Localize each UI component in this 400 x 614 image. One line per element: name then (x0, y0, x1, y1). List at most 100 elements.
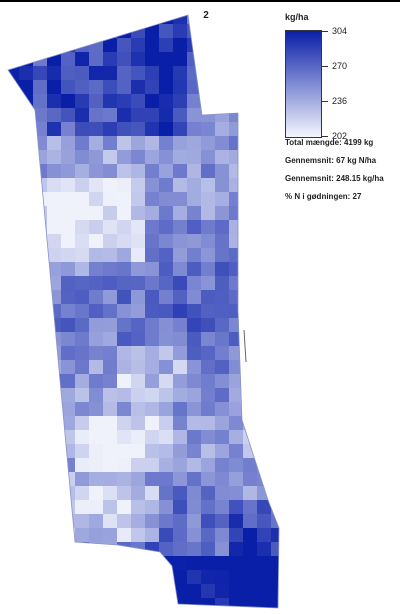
map-cell (187, 80, 202, 95)
map-cell (159, 192, 174, 207)
map-cell (47, 416, 62, 431)
map-cell (243, 388, 258, 403)
map-cell (243, 136, 258, 151)
map-cell (229, 556, 244, 571)
map-cell (215, 570, 230, 585)
map-cell (145, 570, 160, 585)
map-cell (229, 416, 244, 431)
map-cell (75, 150, 90, 165)
map-cell (117, 66, 132, 81)
map-cell (145, 500, 160, 515)
map-cell (19, 276, 34, 291)
map-cell (215, 388, 230, 403)
map-cell (75, 542, 90, 557)
map-cell (145, 52, 160, 67)
map-cell (19, 164, 34, 179)
map-cell (8, 542, 20, 557)
map-cell (271, 304, 279, 319)
map-cell (229, 360, 244, 375)
map-cell (75, 332, 90, 347)
map-cell (215, 276, 230, 291)
map-cell (159, 15, 174, 25)
map-cell (131, 94, 146, 109)
map-cell (47, 24, 62, 39)
map-cell (229, 24, 244, 39)
map-cell (117, 402, 132, 417)
map-cell (271, 598, 279, 608)
map-cell (75, 486, 90, 501)
map-cell (215, 108, 230, 123)
map-cell (257, 584, 272, 599)
map-cell (201, 38, 216, 53)
map-cell (215, 472, 230, 487)
map-cell (75, 584, 90, 599)
map-cell (61, 108, 76, 123)
map-cell (173, 164, 188, 179)
map-cell (75, 248, 90, 263)
map-cell (117, 150, 132, 165)
map-cell (173, 136, 188, 151)
map-cell (215, 52, 230, 67)
map-cell (145, 402, 160, 417)
map-cell (19, 416, 34, 431)
map-cell (159, 444, 174, 459)
map-cell (19, 402, 34, 417)
map-cell (215, 402, 230, 417)
map-cell (33, 94, 48, 109)
map-cell (229, 346, 244, 361)
map-cell (47, 332, 62, 347)
map-cell (33, 486, 48, 501)
map-cell (75, 500, 90, 515)
map-cell (47, 94, 62, 109)
map-cell (8, 472, 20, 487)
map-cell (229, 15, 244, 25)
map-cell (215, 360, 230, 375)
map-cell (117, 94, 132, 109)
map-cell (47, 192, 62, 207)
map-cell (229, 136, 244, 151)
map-cell (61, 206, 76, 221)
map-cell (33, 66, 48, 81)
map-cell (159, 164, 174, 179)
map-cell (131, 66, 146, 81)
map-cell (89, 38, 104, 53)
map-cell (229, 66, 244, 81)
map-cell (159, 430, 174, 445)
map-cell (8, 38, 20, 53)
map-cell (187, 276, 202, 291)
map-cell (257, 192, 272, 207)
map-cell (201, 66, 216, 81)
map-cell (215, 136, 230, 151)
map-cell (201, 248, 216, 263)
map-cell (215, 318, 230, 333)
map-cell (47, 556, 62, 571)
map-cell (271, 318, 279, 333)
map-cell (33, 332, 48, 347)
map-cell (89, 402, 104, 417)
map-cell (215, 164, 230, 179)
map-cell (33, 458, 48, 473)
map-cell (243, 248, 258, 263)
map-cell (33, 38, 48, 53)
map-cell (61, 360, 76, 375)
map-cell (61, 290, 76, 305)
map-cell (8, 458, 20, 473)
map-cell (243, 598, 258, 608)
map-cell (33, 80, 48, 95)
map-cell (187, 290, 202, 305)
map-cell (33, 262, 48, 277)
map-cell (187, 486, 202, 501)
map-cell (33, 290, 48, 305)
map-cell (89, 318, 104, 333)
map-cell (33, 52, 48, 67)
map-cell (61, 24, 76, 39)
map-cell (47, 346, 62, 361)
legend-tick-max (322, 31, 328, 32)
map-cell (103, 206, 118, 221)
map-cell (117, 38, 132, 53)
map-cell (215, 528, 230, 543)
map-cell (19, 388, 34, 403)
map-cell (61, 346, 76, 361)
map-cell (173, 416, 188, 431)
map-cell (271, 220, 279, 235)
